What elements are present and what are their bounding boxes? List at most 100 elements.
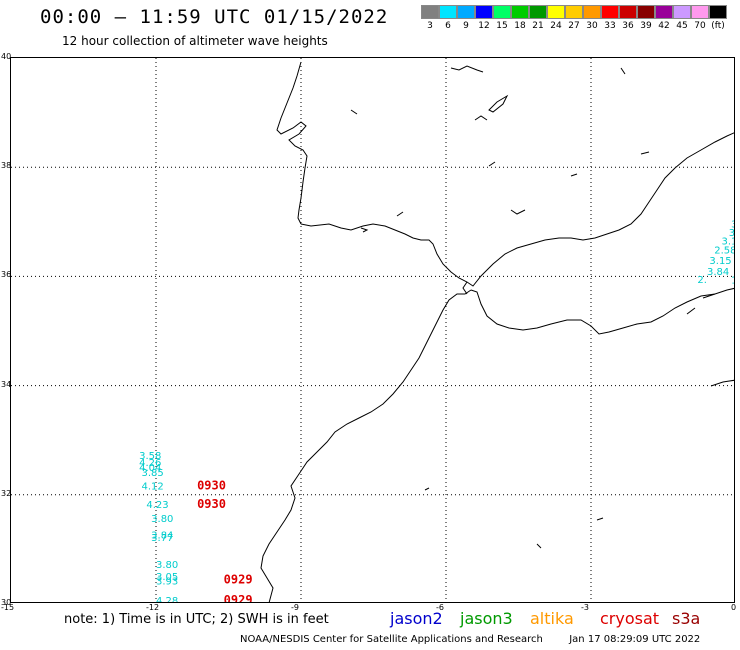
swh-value: 2. (697, 275, 707, 286)
footer-note: note: 1) Time is in UTC; 2) SWH is in fe… (64, 612, 329, 627)
color-scale-swatch (673, 5, 691, 19)
mission-legend-item: cryosat (600, 609, 660, 628)
island-fragment (510, 209, 526, 215)
map-panel[interactable]: 3.58 4.26 4.04 3.85 4.12 4.23 3.80 3.84 3.77 3.80… (10, 57, 735, 603)
longitude-label: -3 (581, 603, 589, 612)
longitude-label: -9 (291, 603, 299, 612)
color-scale-label: 15 (496, 21, 508, 31)
island-fragment (350, 109, 358, 115)
coastline-portugal (276, 61, 308, 225)
swh-value: 4.12 (142, 481, 164, 492)
swh-value: 3.84 (707, 267, 729, 278)
island-fragment (596, 517, 604, 521)
island-fragment (474, 115, 488, 121)
color-scale-label: 12 (478, 21, 490, 31)
color-scale-label: 42 (658, 21, 670, 31)
color-scale-label: 30 (586, 21, 598, 31)
swh-value: 3.05 (156, 572, 178, 583)
mission-legend-item: s3a (672, 609, 701, 628)
color-scale-swatch (511, 5, 529, 19)
color-scale-label: 21 (532, 21, 544, 31)
color-scale-swatch (709, 5, 727, 19)
map-canvas[interactable]: 3.584.264.043.854.124.233.803.843.773.80… (11, 58, 735, 603)
swh-value: 3.4 (729, 228, 735, 239)
color-scale-swatch (493, 5, 511, 19)
swh-value: 1 (731, 275, 735, 286)
island-fragment (620, 67, 626, 75)
island-fragment (570, 173, 578, 177)
color-scale-swatch (619, 5, 637, 19)
longitude-label: -15 (1, 603, 15, 612)
latitude-label: 30 (1, 598, 12, 607)
island-fragment (536, 543, 542, 549)
island-fragment (640, 151, 650, 155)
coastline-iberia-south (300, 132, 734, 287)
longitude-label: 0 (731, 603, 737, 612)
color-scale-label: 36 (622, 21, 634, 31)
latitude-label: 36 (1, 270, 12, 280)
color-scale-swatch (475, 5, 493, 19)
pass-times: 0930 0930 0929 0929 (197, 478, 253, 603)
color-scale-labels: 3 6 9 12 15 18 21 24 27 30 33 36 39 42 45 70 (ft) (421, 21, 727, 31)
color-scale-label: 70 (694, 21, 706, 31)
color-scale-label: 24 (550, 21, 562, 31)
color-scale-label: (ft) (711, 21, 725, 31)
color-scale-swatch (583, 5, 601, 19)
map-subtitle: 12 hour collection of altimeter wave hei… (62, 34, 328, 48)
swh-value: 3.84 (151, 530, 173, 541)
island-fragment (450, 65, 484, 73)
coastline (260, 61, 734, 602)
swh-value: 4.26 (139, 458, 161, 469)
latitude-label: 40 (1, 52, 12, 61)
longitude-label: -6 (436, 603, 444, 612)
swh-value: 3.85 (142, 468, 164, 479)
swh-value: 3.58 (139, 451, 161, 462)
mission-legend-item: jason3 (460, 609, 513, 628)
swh-value: 4.04 (139, 463, 161, 474)
swh-value: 2.58 (714, 245, 735, 256)
pass-time-label: 0929 (224, 593, 253, 603)
color-scale-swatch (637, 5, 655, 19)
swh-value: 3. (731, 219, 735, 230)
coastline-morocco (260, 289, 472, 602)
color-scale-label: 33 (604, 21, 616, 31)
island-fragment (702, 293, 716, 299)
wave-height-color-scale (421, 5, 727, 19)
color-scale-label: 27 (568, 21, 580, 31)
island-fragment (710, 379, 734, 387)
mission-legend-item: jason2 (390, 609, 443, 628)
credit-line: NOAA/NESDIS Center for Satellite Applica… (240, 634, 700, 645)
latitude-label: 34 (1, 379, 12, 389)
color-scale-label: 3 (427, 21, 433, 31)
swh-observations: 3.584.264.043.854.124.233.803.843.773.80… (139, 219, 736, 603)
swh-value: 3.93 (156, 576, 178, 587)
coastline-north-africa (470, 287, 734, 335)
swh-value: 4.28 (156, 596, 178, 603)
color-scale-swatch (655, 5, 673, 19)
color-scale-swatch (565, 5, 583, 19)
island-fragment (488, 94, 509, 113)
color-scale-label: 18 (514, 21, 526, 31)
map-title: 00:00 – 11:59 UTC 01/15/2022 (40, 6, 389, 28)
color-scale-swatch (601, 5, 619, 19)
color-scale-label: 9 (463, 21, 469, 31)
coastline-gibraltar (462, 281, 468, 295)
island-fragment (488, 161, 496, 167)
color-scale-label: 45 (676, 21, 688, 31)
pass-time-label: 0929 (224, 572, 253, 586)
island-fragment (360, 227, 369, 233)
latitude-label: 38 (1, 161, 12, 171)
swh-value: 3.80 (151, 514, 173, 525)
swh-value: 3.77 (151, 533, 173, 544)
mission-legend-item: altika (530, 609, 574, 628)
longitude-label: -12 (146, 603, 160, 612)
swh-value: 3.1 (722, 237, 736, 248)
swh-value: 3.15 (709, 256, 731, 267)
credit-text: NOAA/NESDIS Center for Satellite Applica… (240, 634, 543, 645)
pass-time-label: 0930 (197, 478, 226, 492)
pass-time-label: 0930 (197, 497, 226, 511)
color-scale-swatch (421, 5, 439, 19)
island-fragment (424, 487, 430, 491)
color-scale-swatch (457, 5, 475, 19)
color-scale-label: 39 (640, 21, 652, 31)
